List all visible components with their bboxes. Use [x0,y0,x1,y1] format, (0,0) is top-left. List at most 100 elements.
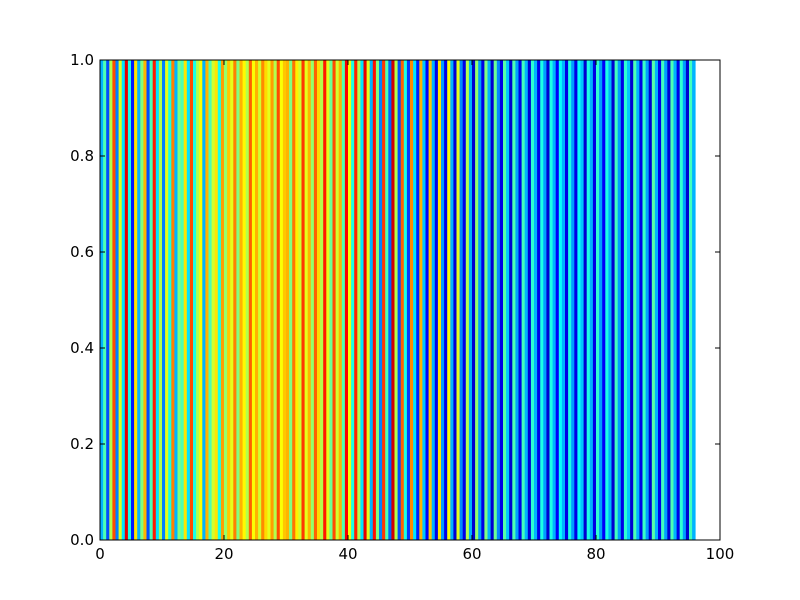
heatmap-stripe [131,60,135,540]
heatmap-stripe [401,60,405,540]
heatmap-stripe [367,60,371,540]
heatmap-stripe [587,60,591,540]
heatmap-stripe [224,60,228,540]
heatmap-stripe [605,60,609,540]
heatmap-stripe [212,60,216,540]
heatmap-stripe [447,60,451,540]
heatmap-stripe [199,60,203,540]
heatmap-stripe [422,60,426,540]
heatmap-stripe [283,60,287,540]
heatmap-stripe [435,60,439,540]
heatmap-stripe [323,60,327,540]
heatmap-stripe [258,60,262,540]
heatmap-stripe [233,60,237,540]
heatmap-stripe [274,60,278,540]
heatmap-stripe [686,60,690,540]
heatmap-stripe [484,60,488,540]
x-tick-label: 0 [95,545,105,563]
heatmap-stripe [519,60,523,540]
heatmap-stripe [178,60,182,540]
heatmap-stripe [649,60,653,540]
heatmap-stripe [193,60,197,540]
heatmap-stripe [553,60,557,540]
heatmap-stripe [618,60,622,540]
heatmap-stripe [264,60,268,540]
x-tick-label: 100 [706,545,735,563]
heatmap-stripe [252,60,256,540]
heatmap-stripe [574,60,578,540]
heatmap-stripe [615,60,619,540]
heatmap-stripe [128,60,131,540]
y-tick-label: 0.8 [70,147,94,165]
heatmap-stripe [692,60,696,540]
heatmap-stripe [243,60,247,540]
heatmap-stripe [503,60,507,540]
heatmap-stripe [156,60,160,540]
heatmap-stripe [543,60,547,540]
heatmap-stripe [103,60,107,540]
heatmap-stripe [624,60,628,540]
heatmap-stripe [466,60,470,540]
heatmap-stripe [271,60,275,540]
heatmap-stripe [593,60,597,540]
heatmap-stripe [413,60,417,540]
x-tick-label: 20 [214,545,233,563]
heatmap-stripe [205,60,209,540]
heatmap-stripe [680,60,684,540]
heatmap-stripe [165,60,169,540]
heatmap-stripe [608,60,612,540]
heatmap-stripe [153,60,157,540]
heatmap-stripe [174,60,178,540]
heatmap-stripe [559,60,563,540]
heatmap-stripe [376,60,380,540]
heatmap-stripe [407,60,411,540]
heatmap-stripe [100,60,104,540]
heatmap-stripe [171,60,175,540]
heatmap-stripe [277,60,281,540]
heatmap-stripe [652,60,656,540]
heatmap-stripe [255,60,259,540]
heatmap-stripe [143,60,147,540]
heatmap-stripe [246,60,250,540]
heatmap-stripe [515,60,519,540]
heatmap-stripe [497,60,501,540]
heatmap-stripe [528,60,532,540]
heatmap-stripe [590,60,594,540]
heatmap-stripe [469,60,473,540]
heatmap-stripe [683,60,687,540]
heatmap-stripe [546,60,550,540]
heatmap-stripe [444,60,448,540]
heatmap-stripe [348,60,352,540]
heatmap-stripe [509,60,513,540]
heatmap-stripe [292,60,296,540]
heatmap-stripe [137,60,141,540]
heatmap-stripe [308,60,312,540]
heatmap-stripes [100,60,696,540]
heatmap-stripe [568,60,572,540]
heatmap-stripe [336,60,340,540]
heatmap-stripe [289,60,293,540]
x-tick-label: 80 [586,545,605,563]
heatmap-stripe [202,60,206,540]
heatmap-stripe [184,60,188,540]
heatmap-stripe [280,60,284,540]
heatmap-stripe [460,60,464,540]
y-tick-label: 1.0 [70,51,94,69]
heatmap-stripe [385,60,389,540]
heatmap-stripe [643,60,647,540]
heatmap-stripe [240,60,244,540]
heatmap-stripe [596,60,600,540]
heatmap-stripe [236,60,240,540]
heatmap-stripe [320,60,324,540]
heatmap-stripe [639,60,643,540]
heatmap-stripe [658,60,662,540]
heatmap-stripe [298,60,302,540]
heatmap-stripe [556,60,560,540]
heatmap-stripe [181,60,185,540]
heatmap-stripe [494,60,498,540]
heatmap-stripe [630,60,634,540]
heatmap-stripe [342,60,346,540]
heatmap-stripe [584,60,588,540]
heatmap-stripe [562,60,566,540]
heatmap-stripe [506,60,510,540]
